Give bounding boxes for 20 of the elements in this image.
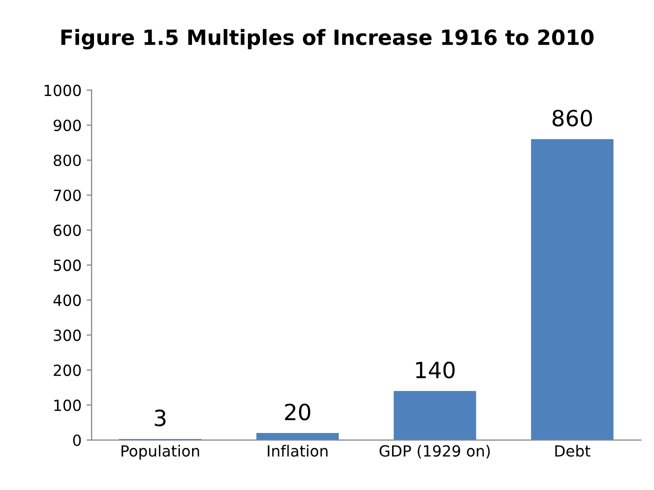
x-tick-label: Population — [122, 444, 200, 460]
y-tick-label: 1000 — [44, 84, 81, 96]
data-label: 860 — [552, 110, 592, 126]
x-tick-label: Debt — [555, 444, 590, 457]
y-tick-label: 0 — [73, 434, 81, 446]
y-tick-label: 100 — [54, 400, 81, 412]
x-tick-label: Inflation — [268, 444, 328, 457]
y-tick-label: 200 — [54, 364, 81, 376]
y-tick-label: 400 — [53, 294, 81, 306]
y-tick-label: 600 — [54, 224, 81, 236]
y-tick-label: 800 — [54, 154, 81, 166]
data-label: 20 — [285, 404, 310, 420]
data-label: 140 — [416, 362, 455, 378]
y-tick-label: 900 — [54, 120, 81, 132]
chart-title: Figure 1.5 Multiples of Increase 1916 to 2010 — [61, 29, 594, 50]
x-tick-label: GDP (1929 on) — [380, 444, 490, 459]
data-label: 3 — [154, 410, 166, 426]
y-tick-label: 500 — [54, 260, 81, 272]
y-tick-label: 300 — [54, 330, 81, 342]
y-tick-label: 700 — [54, 190, 81, 202]
